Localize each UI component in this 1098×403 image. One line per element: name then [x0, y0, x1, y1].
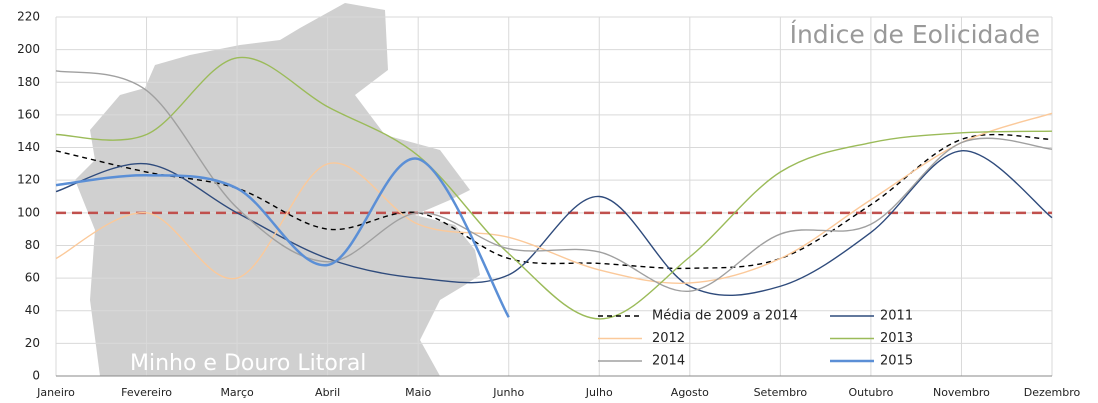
series-line [55, 150, 1053, 296]
legend-label: 2013 [880, 331, 913, 346]
x-tick-label: Novembro [933, 386, 990, 399]
region-label: Minho e Douro Litoral [130, 351, 366, 376]
y-tick-label: 220 [17, 10, 40, 24]
legend-label: Média de 2009 a 2014 [652, 309, 798, 324]
x-tick-label: Julho [585, 386, 613, 399]
legend-label: 2011 [880, 309, 913, 324]
x-tick-label: Maio [405, 386, 431, 399]
legend: Média de 2009 a 2014 2011 2012 2013 2014 2015 [598, 309, 913, 369]
chart-title: Índice de Eolicidade [790, 20, 1040, 49]
y-tick-label: 200 [17, 42, 40, 56]
y-tick-label: 40 [25, 303, 40, 317]
lines [55, 56, 1053, 320]
y-tick-label: 100 [17, 205, 40, 219]
series-line [55, 70, 1053, 292]
x-tick-label: Outubro [848, 386, 893, 399]
series-line [55, 112, 1053, 284]
y-tick-label: 160 [17, 107, 40, 121]
y-tick-label: 60 [25, 271, 40, 285]
y-tick-label: 0 [32, 369, 40, 383]
x-tick-label: Fevereiro [121, 386, 172, 399]
x-tick-label: Janeiro [36, 386, 75, 399]
series-line [55, 157, 510, 318]
y-tick-label: 20 [25, 336, 40, 350]
y-tick-label: 80 [25, 238, 40, 252]
legend-label: 2015 [880, 354, 913, 369]
x-tick-label: Junho [492, 386, 524, 399]
y-tick-label: 180 [17, 75, 40, 89]
legend-label: 2014 [652, 354, 685, 369]
x-tick-label: Setembro [754, 386, 808, 399]
x-tick-label: Dezembro [1024, 386, 1081, 399]
x-tick-label: Março [220, 386, 254, 399]
y-tick-label: 140 [17, 140, 40, 154]
y-tick-label: 120 [17, 173, 40, 187]
legend-label: 2012 [652, 331, 685, 346]
x-tick-label: Abril [315, 386, 340, 399]
x-tick-label: Agosto [671, 386, 709, 399]
series-line [55, 56, 1053, 320]
map-shape [75, 3, 480, 376]
